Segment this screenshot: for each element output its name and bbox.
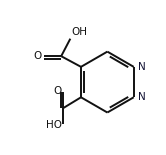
Text: O: O: [53, 86, 62, 96]
Text: HO: HO: [46, 120, 62, 130]
Text: N: N: [138, 62, 146, 72]
Text: O: O: [34, 51, 42, 61]
Text: OH: OH: [71, 27, 87, 38]
Text: N: N: [138, 92, 146, 102]
